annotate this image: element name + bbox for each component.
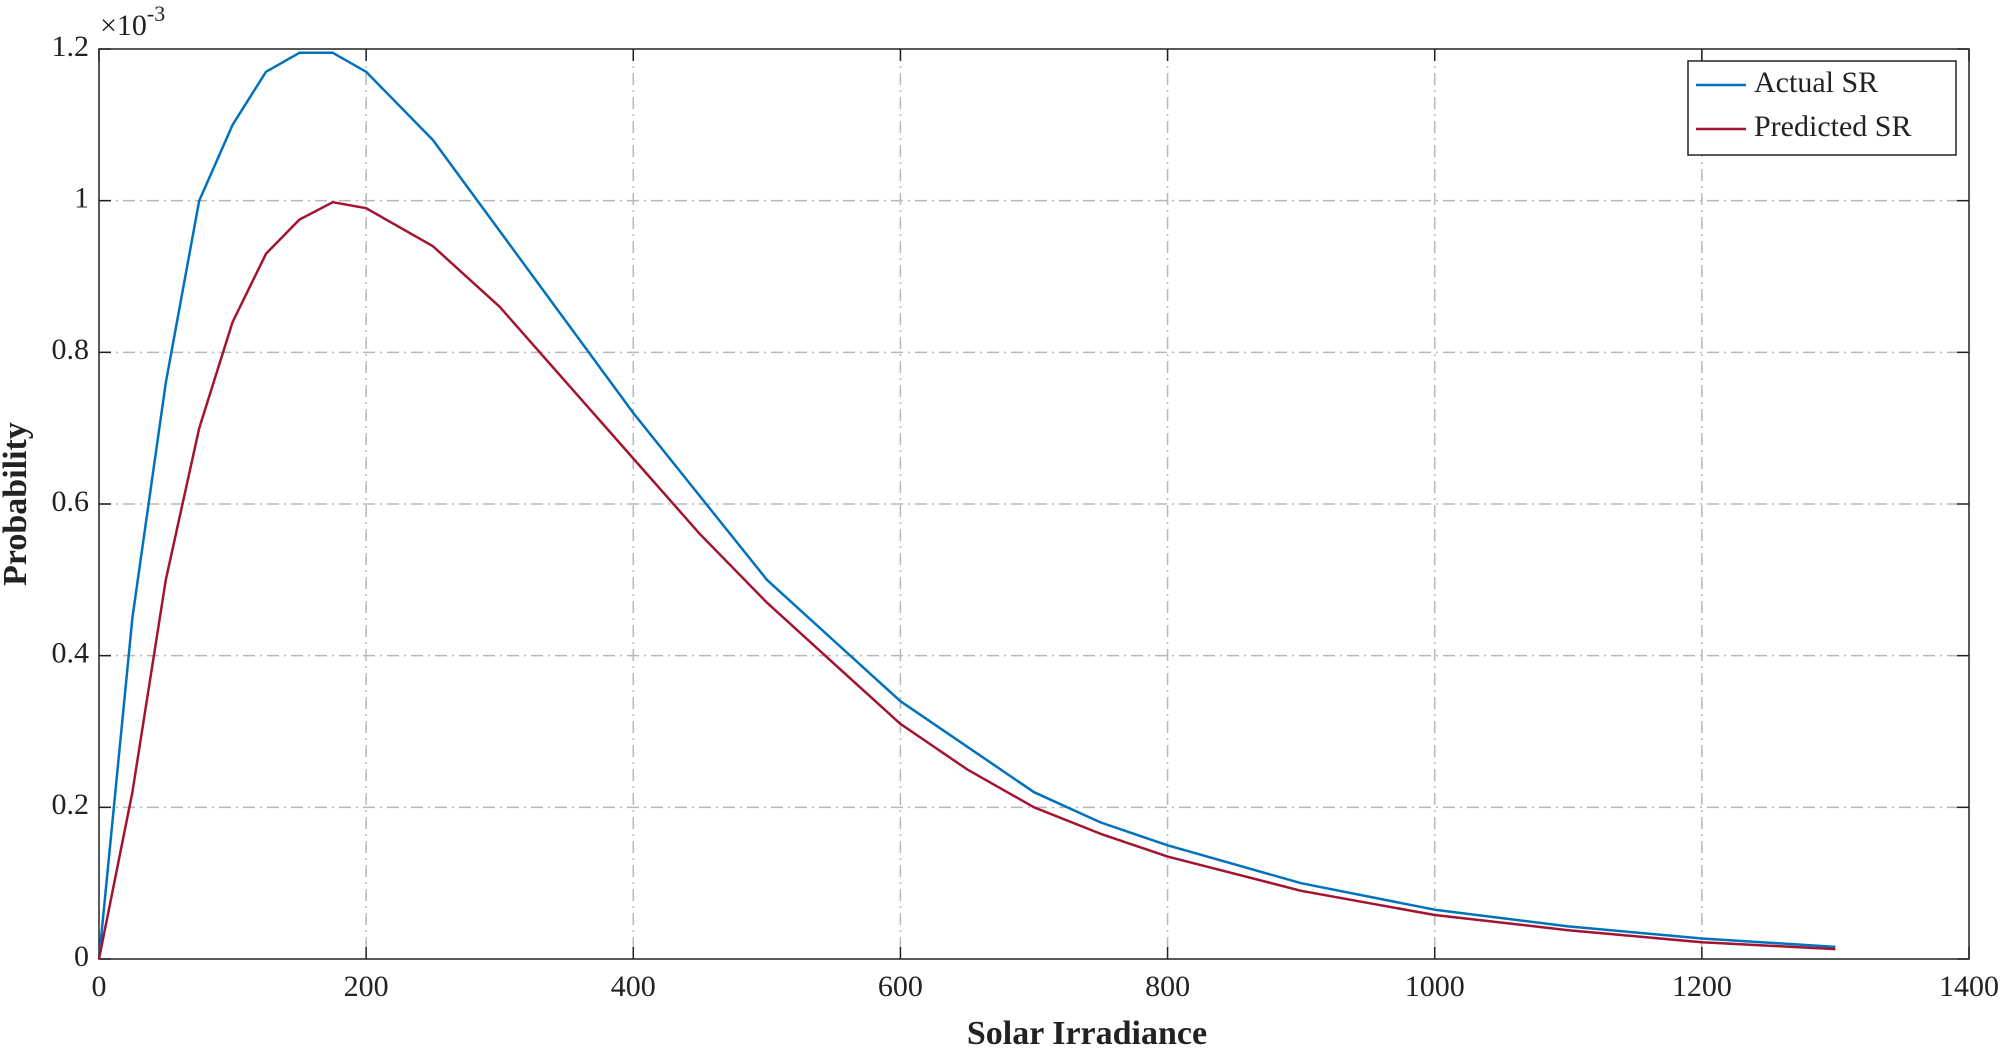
y-multiplier-exponent: -3 (147, 1, 165, 26)
x-tick-label: 800 (1145, 970, 1190, 1003)
legend-box (1687, 60, 1957, 156)
x-tick-label: 400 (611, 970, 656, 1003)
legend-label: Predicted SR (1754, 110, 1912, 143)
y-tick-label: 1.2 (52, 30, 90, 63)
x-tick-label: 1200 (1672, 970, 1732, 1003)
plot-frame (98, 48, 1970, 960)
legend-label: Actual SR (1754, 66, 1878, 99)
series-line (97, 200, 1836, 960)
x-tick-label: 600 (878, 970, 923, 1003)
x-tick-label: 200 (344, 970, 389, 1003)
x-tick-label: 1000 (1405, 970, 1465, 1003)
y-tick-label: 0.8 (52, 333, 90, 366)
series-line (97, 51, 1836, 960)
y-tick-label: 0 (74, 940, 89, 973)
x-tick-label: 0 (92, 970, 107, 1003)
y-multiplier-base: ×10 (100, 9, 147, 42)
y-axis-label: Probability (0, 422, 34, 586)
x-tick-label: 1400 (1939, 970, 1999, 1003)
y-tick-label: 0.6 (52, 485, 90, 518)
y-tick-label: 1 (74, 182, 89, 215)
y-tick-label: 0.2 (52, 788, 90, 821)
y-multiplier: ×10-3 (100, 1, 165, 42)
y-tick-label: 0.4 (52, 637, 90, 670)
x-axis-label: Solar Irradiance (967, 1015, 1207, 1052)
